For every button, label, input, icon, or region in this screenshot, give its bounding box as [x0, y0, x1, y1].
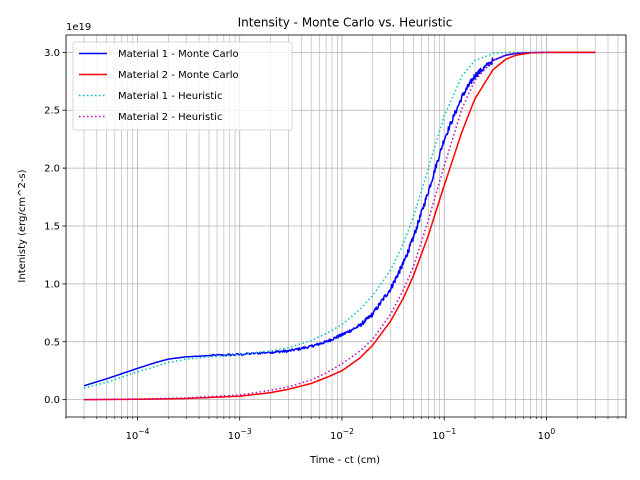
legend-label-4: Material 2 - Heuristic: [118, 112, 222, 123]
x-axis-title: Time - ct (cm): [309, 455, 380, 466]
y-tick-label: 2.0: [44, 164, 60, 175]
legend-label-1: Material 1 - Monte Carlo: [118, 49, 239, 60]
axis-ticks: 0.0 0.5 1.0 1.5 2.0 2.5 3.0 10−4 10−3 10−2 10−1 100: [44, 48, 627, 442]
y-tick-label: 1.0: [44, 279, 60, 290]
series-layer: [83, 51, 596, 401]
y-tick-label: 0.5: [44, 337, 60, 348]
legend-label-2: Material 2 - Monte Carlo: [118, 70, 239, 81]
series-line-3: [83, 51, 547, 389]
chart-title: Intensity - Monte Carlo vs. Heuristic: [238, 16, 453, 30]
y-tick-label: 0.0: [44, 395, 60, 406]
y-tick-label: 1.5: [44, 222, 60, 233]
series-line-2: [84, 51, 596, 401]
x-tick-label: 100: [538, 427, 556, 442]
y-offset-label: 1e19: [66, 22, 91, 33]
y-axis-title: Intenisty (erg/cm^2-s): [17, 169, 28, 282]
y-tick-label: 2.5: [44, 106, 60, 117]
legend-box: [72, 41, 293, 131]
x-tick-label: 10−1: [432, 427, 456, 442]
y-tick-label: 3.0: [44, 48, 60, 59]
x-tick-label: 10−3: [228, 427, 252, 442]
series-line-4: [84, 51, 547, 401]
legend-label-3: Material 1 - Heuristic: [118, 91, 222, 102]
x-tick-label: 10−4: [126, 427, 150, 442]
series-line-1: [83, 51, 596, 387]
legend: Material 1 - Monte Carlo Material 2 - Mon…: [72, 41, 293, 131]
x-tick-label: 10−2: [330, 427, 354, 442]
